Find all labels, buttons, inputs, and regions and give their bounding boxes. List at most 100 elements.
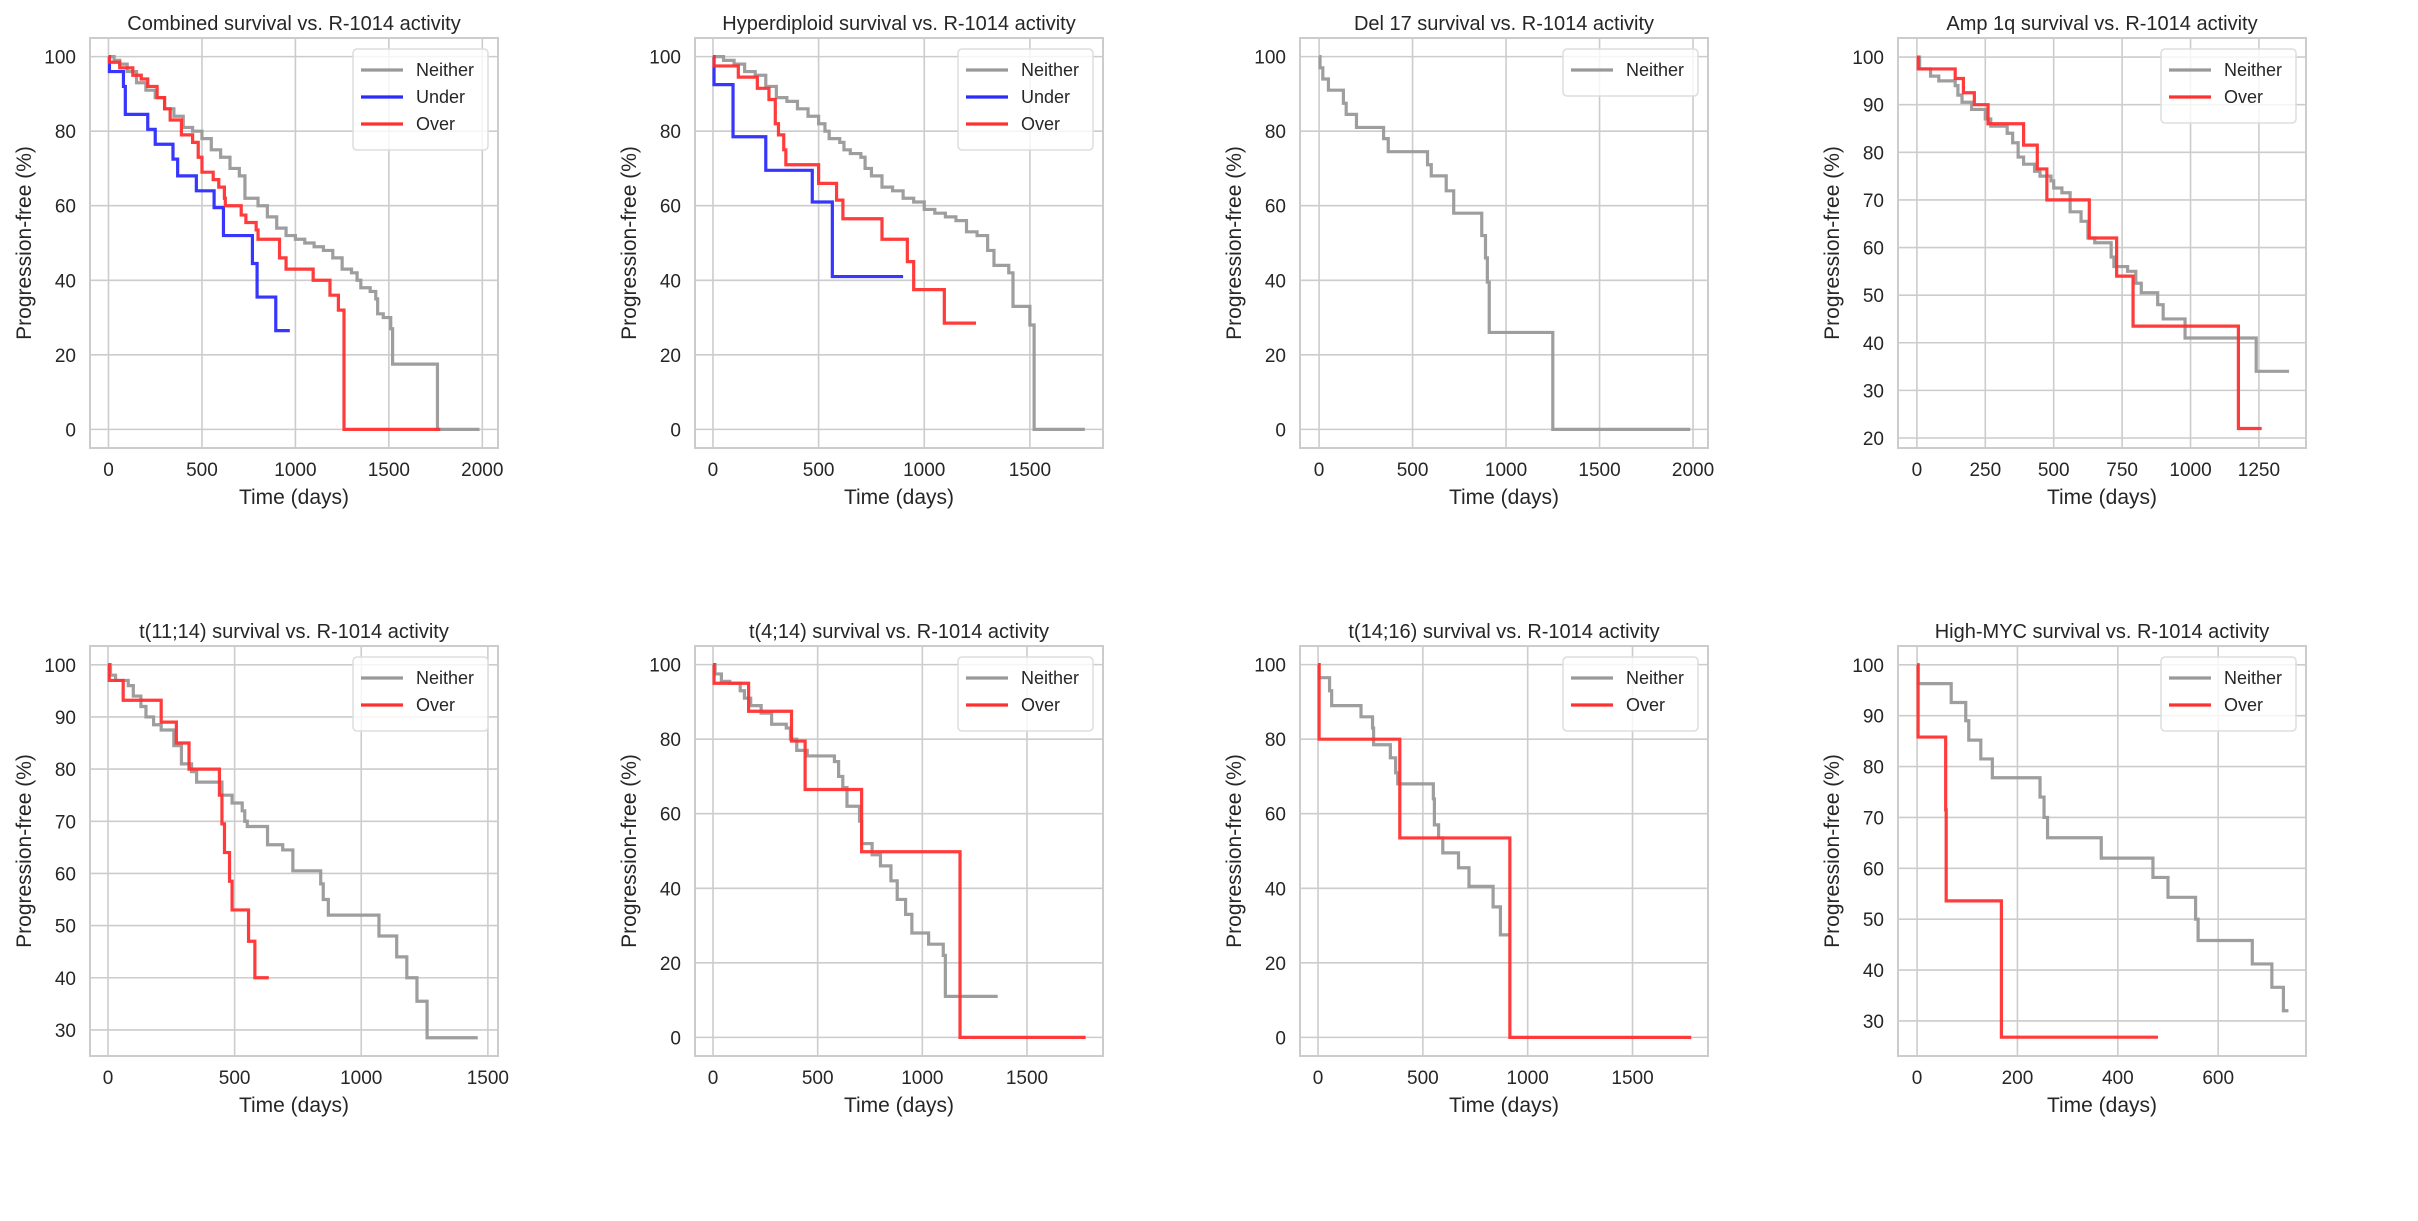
y-tick-label: 20: [1863, 429, 1884, 450]
x-tick-label: 500: [802, 1068, 834, 1089]
chart-panel: High-MYC survival vs. R-1014 activity 0 20…: [1808, 608, 2413, 1216]
y-axis-label: Progression-free (%): [13, 754, 36, 948]
x-tick-label: 1500: [1611, 1068, 1653, 1089]
y-tick-label: 70: [1863, 191, 1884, 212]
y-axis-label: Progression-free (%): [1223, 754, 1246, 948]
axes-frame: [1897, 645, 2307, 1057]
y-axis-label: Progression-free (%): [618, 754, 641, 948]
legend-label: Neither: [2224, 668, 2282, 688]
y-tick-label: 100: [649, 48, 681, 69]
y-tick-label: 80: [1863, 143, 1884, 164]
legend-label: Neither: [1626, 60, 1684, 80]
legend-label: Over: [1021, 114, 1060, 134]
y-axis-label: Progression-free (%): [13, 146, 36, 340]
y-tick-label: 100: [1852, 48, 1884, 69]
y-axis-label: Progression-free (%): [1821, 754, 1844, 948]
legend-label: Over: [416, 114, 455, 134]
x-tick-label: 750: [2106, 460, 2138, 481]
legend-label: Over: [416, 695, 455, 715]
legend-label: Over: [1626, 695, 1665, 715]
series-line-over: [107, 55, 441, 431]
x-tick-label: 1000: [901, 1068, 943, 1089]
x-axis-label: Time (days): [2047, 1094, 2157, 1117]
legend-label: Neither: [1021, 60, 1079, 80]
y-tick-label: 20: [660, 346, 681, 367]
legend-box: [1562, 48, 1699, 97]
y-tick-label: 80: [660, 730, 681, 751]
x-tick-label: 0: [1313, 1068, 1324, 1089]
x-axis-label: Time (days): [1449, 1094, 1559, 1117]
legend: Neither Under Over: [957, 48, 1094, 151]
y-tick-label: 60: [1863, 859, 1884, 880]
legend-label: Neither: [1626, 668, 1684, 688]
legend-label: Under: [416, 87, 465, 107]
x-tick-label: 1000: [903, 460, 945, 481]
series-line-over: [1317, 663, 1692, 1039]
series-line-neither: [1317, 663, 1509, 937]
y-tick-label: 100: [44, 48, 76, 69]
y-tick-label: 30: [55, 1021, 76, 1042]
y-tick-label: 30: [1863, 381, 1884, 402]
y-tick-label: 50: [1863, 910, 1884, 931]
y-tick-label: 40: [55, 969, 76, 990]
x-tick-label: 1500: [1578, 460, 1620, 481]
x-tick-label: 1250: [2238, 460, 2280, 481]
axes-frame: [89, 645, 499, 1057]
legend-box: [2160, 656, 2297, 732]
chart-svg: t(14;16) survival vs. R-1014 activity 0 50…: [1223, 621, 1709, 1117]
x-tick-label: 250: [1969, 460, 2001, 481]
x-tick-label: 500: [186, 460, 218, 481]
x-tick-label: 1000: [340, 1068, 382, 1089]
y-tick-label: 90: [1863, 707, 1884, 728]
y-tick-label: 60: [55, 197, 76, 218]
x-tick-label: 1000: [1507, 1068, 1549, 1089]
x-axis-label: Time (days): [239, 486, 349, 509]
y-tick-label: 90: [55, 708, 76, 729]
chart-title: Combined survival vs. R-1014 activity: [127, 13, 460, 35]
y-tick-label: 60: [55, 864, 76, 885]
x-tick-label: 0: [103, 460, 114, 481]
x-tick-label: 200: [2002, 1068, 2034, 1089]
legend-box: [1562, 656, 1699, 732]
chart-title: t(11;14) survival vs. R-1014 activity: [139, 621, 449, 643]
legend: Neither Over: [1562, 656, 1699, 732]
axes-frame: [1897, 37, 2307, 449]
y-axis-label: Progression-free (%): [1223, 146, 1246, 340]
y-tick-label: 80: [55, 760, 76, 781]
x-axis-label: Time (days): [239, 1094, 349, 1117]
chart-svg: High-MYC survival vs. R-1014 activity 0 20…: [1821, 621, 2307, 1117]
legend-label: Neither: [2224, 60, 2282, 80]
x-tick-label: 1000: [1485, 460, 1527, 481]
legend: Neither: [1562, 48, 1699, 97]
y-tick-label: 40: [1863, 334, 1884, 355]
series-line-neither: [1916, 55, 2290, 373]
legend-box: [957, 656, 1094, 732]
legend-label: Over: [1021, 695, 1060, 715]
legend-label: Under: [1021, 87, 1070, 107]
y-tick-label: 0: [65, 420, 76, 441]
series-line-over: [107, 663, 269, 980]
legend-label: Neither: [1021, 668, 1079, 688]
x-tick-label: 1500: [368, 460, 410, 481]
y-tick-label: 40: [1265, 879, 1286, 900]
x-tick-label: 1500: [1009, 460, 1051, 481]
x-tick-label: 0: [1912, 460, 1923, 481]
y-tick-label: 40: [660, 879, 681, 900]
x-axis-label: Time (days): [844, 486, 954, 509]
x-axis-label: Time (days): [2047, 486, 2157, 509]
y-tick-label: 40: [55, 271, 76, 292]
y-tick-label: 60: [660, 197, 681, 218]
x-tick-label: 0: [708, 1068, 719, 1089]
y-tick-label: 20: [1265, 346, 1286, 367]
series-line-over: [1916, 55, 2262, 431]
x-tick-label: 1000: [2169, 460, 2211, 481]
y-tick-label: 40: [660, 271, 681, 292]
legend: Neither Over: [352, 656, 489, 732]
y-tick-label: 60: [1265, 197, 1286, 218]
x-tick-label: 500: [1397, 460, 1429, 481]
legend-box: [352, 656, 489, 732]
x-tick-label: 500: [803, 460, 835, 481]
y-axis-label: Progression-free (%): [618, 146, 641, 340]
x-tick-label: 1500: [1006, 1068, 1048, 1089]
series-line-over: [712, 663, 1086, 1039]
